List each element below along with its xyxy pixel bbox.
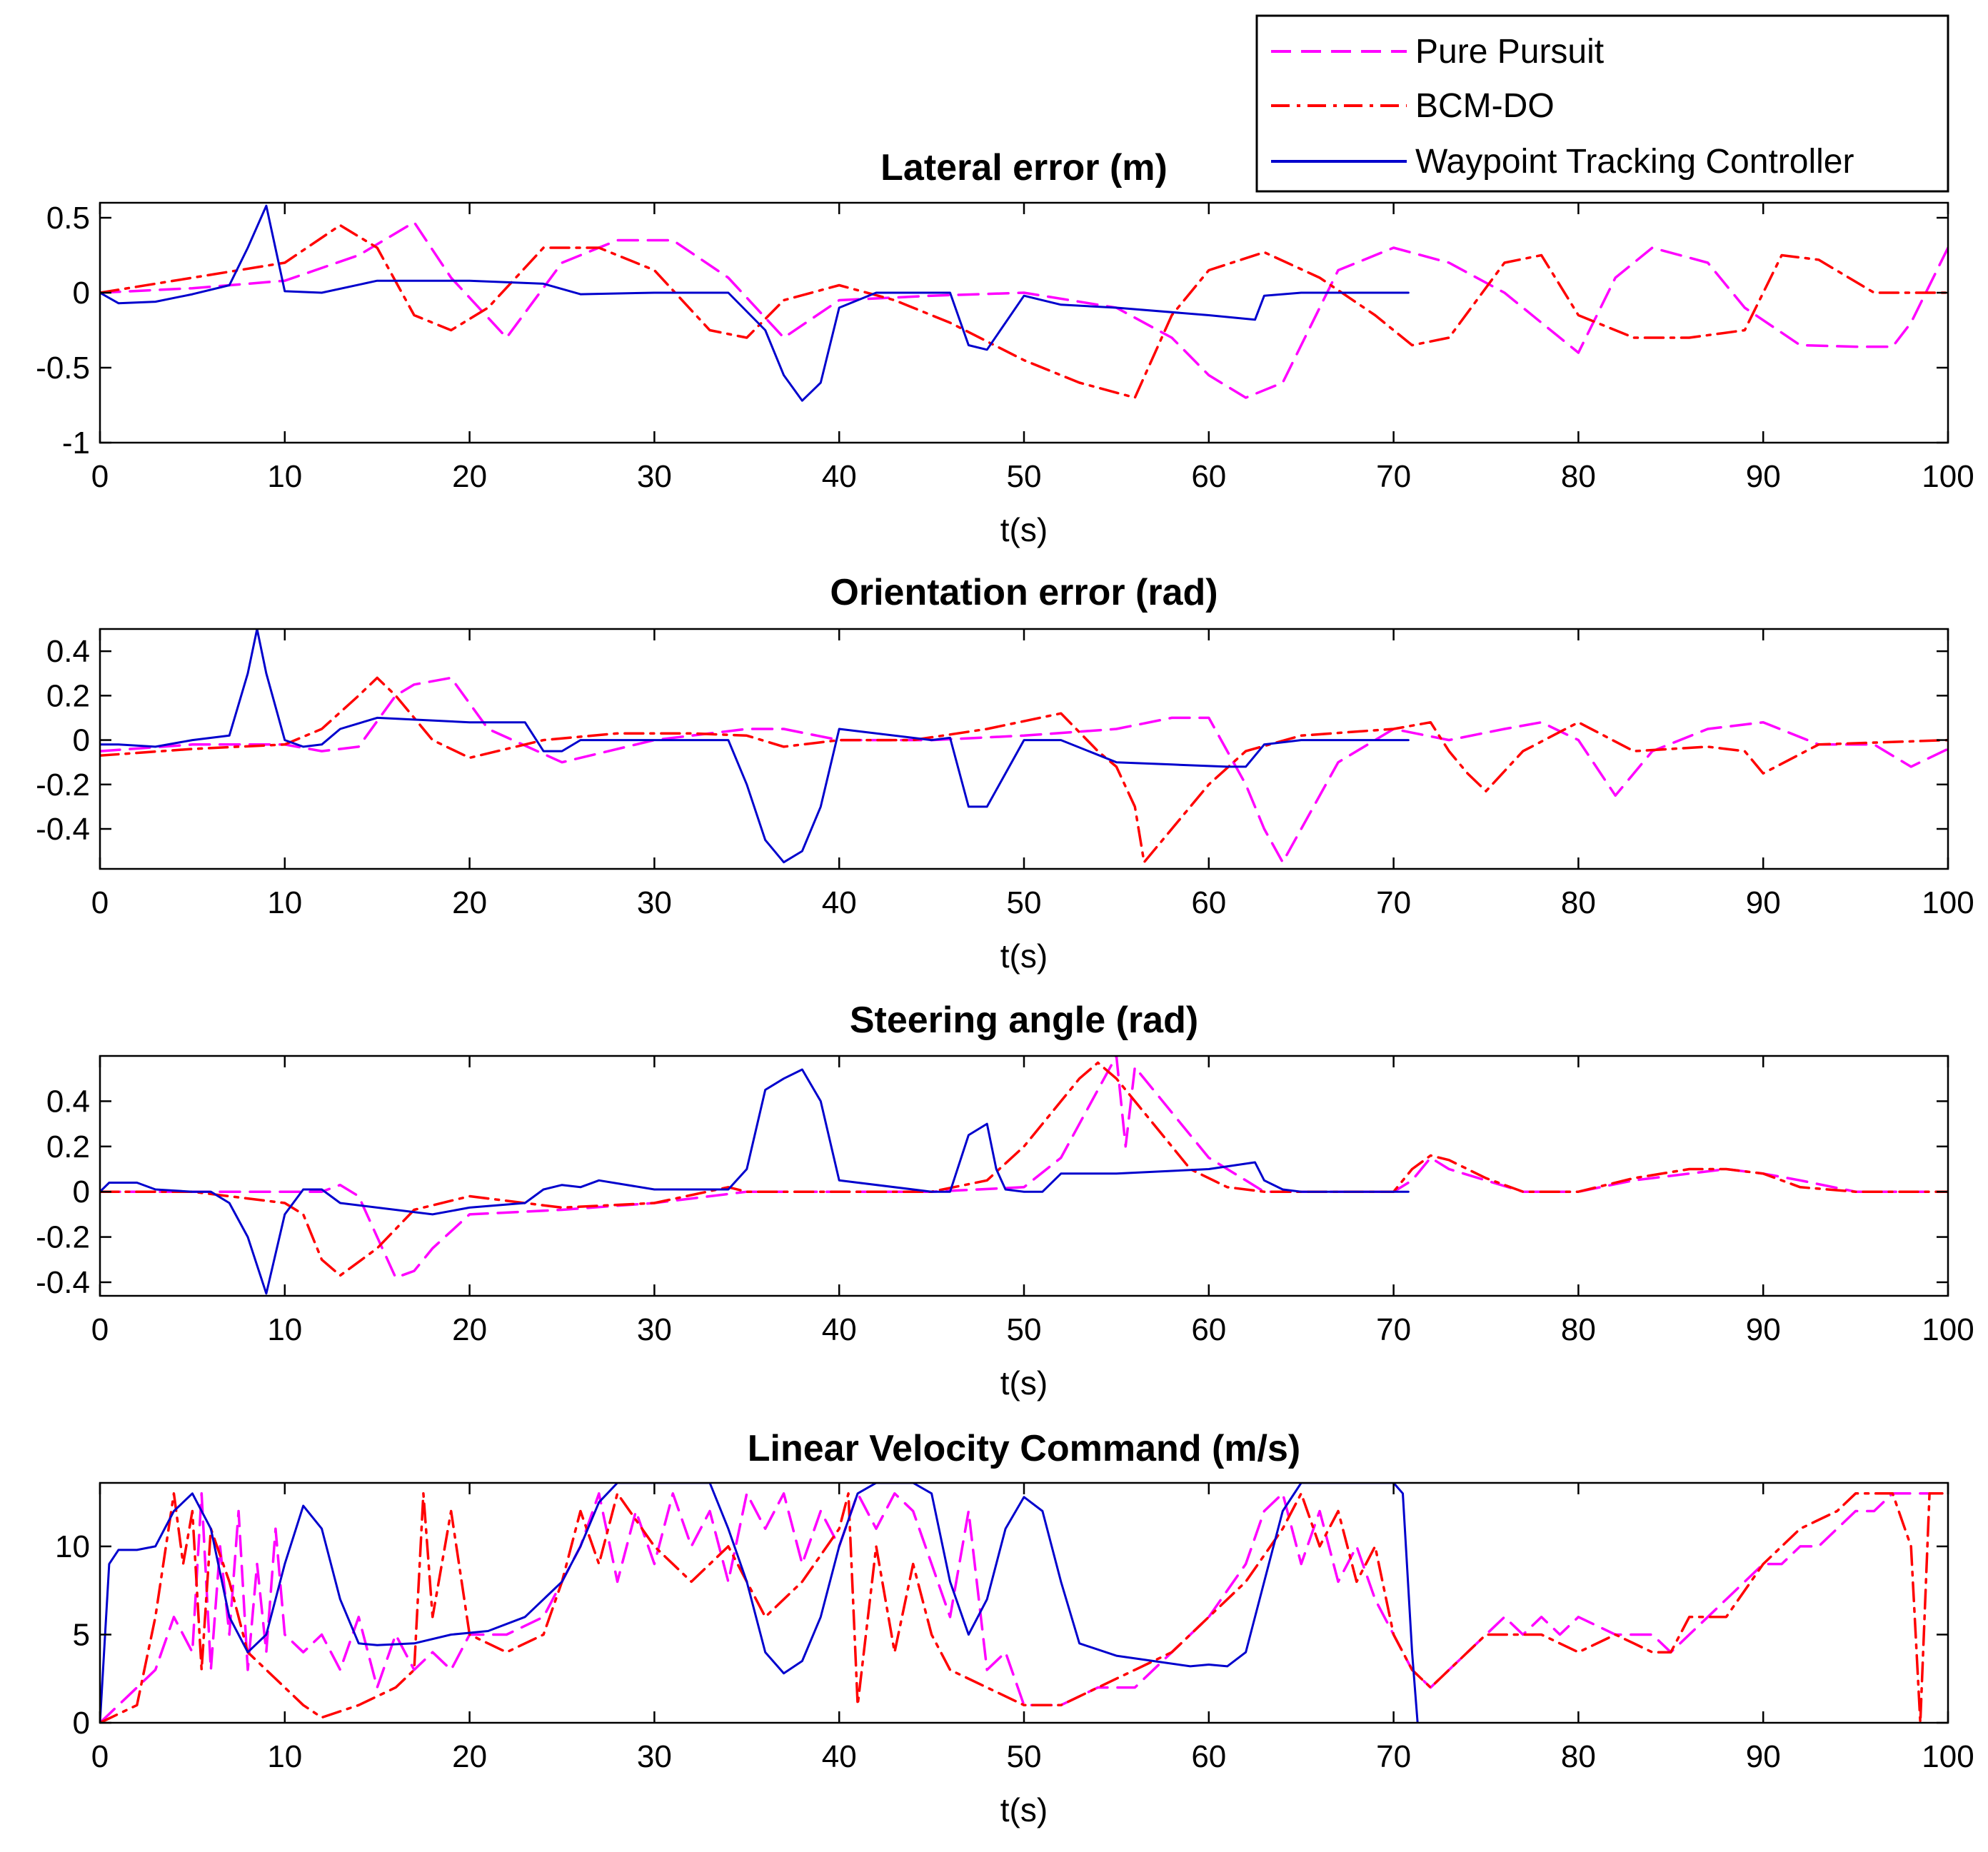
x-tick-label: 90: [1746, 459, 1781, 494]
x-tick-label: 70: [1376, 1739, 1411, 1774]
x-tick-label: 10: [267, 1312, 302, 1347]
y-tick-label: 0.4: [46, 634, 90, 669]
x-tick-label: 20: [452, 1312, 487, 1347]
x-tick-label: 70: [1376, 1312, 1411, 1347]
x-tick-label: 30: [637, 1739, 672, 1774]
x-tick-label: 50: [1007, 885, 1042, 920]
x-tick-label: 70: [1376, 885, 1411, 920]
series-group: [100, 629, 1948, 864]
x-tick-label: 60: [1191, 885, 1226, 920]
y-tick-label: 0: [73, 723, 90, 758]
series-line-bcm-do: [100, 676, 1948, 864]
x-tick-label: 0: [91, 1312, 109, 1347]
series-line-waypoint-tracking-controller: [100, 629, 1410, 864]
x-tick-label: 40: [822, 1739, 857, 1774]
series-line-waypoint-tracking-controller: [100, 1068, 1410, 1295]
x-tick-label: 90: [1746, 885, 1781, 920]
x-axis-label: t(s): [1000, 1791, 1048, 1828]
y-tick-label: 0.4: [46, 1084, 90, 1119]
x-tick-label: 80: [1561, 885, 1596, 920]
series-line-waypoint-tracking-controller: [100, 204, 1410, 402]
series-line-waypoint-tracking-controller: [100, 1483, 1419, 1723]
x-tick-label: 20: [452, 459, 487, 494]
x-tick-label: 100: [1922, 1739, 1974, 1774]
panel-title: Orientation error (rad): [830, 572, 1218, 613]
series-line-pure-pursuit: [100, 221, 1948, 399]
x-tick-label: 80: [1561, 1739, 1596, 1774]
series-line-bcm-do: [100, 1061, 1948, 1277]
x-tick-label: 0: [91, 1739, 109, 1774]
x-axis-label: t(s): [1000, 1364, 1048, 1401]
x-tick-label: 60: [1191, 1312, 1226, 1347]
x-tick-label: 10: [267, 459, 302, 494]
series-line-bcm-do: [100, 1492, 1948, 1723]
x-tick-label: 60: [1191, 1739, 1226, 1774]
x-tick-label: 30: [637, 1312, 672, 1347]
x-tick-label: 70: [1376, 459, 1411, 494]
legend: Pure Pursuit BCM-DO Waypoint Tracking Co…: [1255, 14, 1949, 193]
legend-label-bcm-do: BCM-DO: [1415, 87, 1555, 125]
y-tick-label: 5: [73, 1617, 90, 1652]
x-axis-label: t(s): [1000, 937, 1048, 975]
x-tick-label: 40: [822, 459, 857, 494]
panel-linear-velocity-command-m-s: 0 10 20 30 40 50 60 70 80 90 100 0 5 10 Linear Velocit…: [55, 1428, 1974, 1828]
x-axis-label: t(s): [1000, 511, 1048, 548]
y-tick-label: -1: [62, 426, 90, 461]
x-tick-label: 30: [637, 459, 672, 494]
series-group: [100, 204, 1948, 402]
x-tick-label: 60: [1191, 459, 1226, 494]
x-tick-label: 0: [91, 459, 109, 494]
x-tick-label: 50: [1007, 1739, 1042, 1774]
series-line-pure-pursuit: [100, 676, 1948, 864]
y-tick-label: 10: [55, 1529, 90, 1564]
x-tick-label: 40: [822, 885, 857, 920]
x-tick-label: 40: [822, 1312, 857, 1347]
x-tick-label: 30: [637, 885, 672, 920]
panel-title: Linear Velocity Command (m/s): [748, 1428, 1300, 1469]
x-tick-label: 90: [1746, 1739, 1781, 1774]
panel-steering-angle-rad: 0 10 20 30 40 50 60 70 80 90 100 -0.4 -0.2 0 0.2 0.4 Ste…: [36, 1000, 1974, 1401]
panels: 0 10 20 30 40 50 60 70 80 90 100-1-0.500.5Lateral …: [36, 147, 1974, 1828]
series-group: [100, 1056, 1948, 1295]
series-group: [100, 1483, 1948, 1723]
x-tick-label: 10: [267, 1739, 302, 1774]
x-tick-label: 80: [1561, 459, 1596, 494]
legend-label-pure-pursuit: Pure Pursuit: [1415, 33, 1604, 71]
x-tick-label: 100: [1922, 885, 1974, 920]
y-tick-label: -0.4: [36, 1265, 90, 1300]
y-tick-label: 0.2: [46, 1129, 90, 1164]
series-line-pure-pursuit: [100, 1492, 1948, 1723]
x-tick-label: 100: [1922, 1312, 1974, 1347]
panel-orientation-error-rad: 0 10 20 30 40 50 60 70 80 90 100 -0.4 -0.2 0 0.2 0.4 Ori…: [36, 572, 1974, 975]
y-tick-label: 0: [73, 1706, 90, 1741]
legend-label-waypoint-tracking: Waypoint Tracking Controller: [1415, 143, 1854, 181]
panel-title: Lateral error (m): [880, 147, 1168, 188]
y-tick-label: -0.2: [36, 1220, 90, 1255]
x-tick-label: 90: [1746, 1312, 1781, 1347]
x-tick-label: 20: [452, 885, 487, 920]
y-tick-label: -0.5: [36, 351, 90, 386]
series-line-bcm-do: [100, 223, 1948, 399]
y-tick-label: -0.4: [36, 812, 90, 847]
x-tick-label: 20: [452, 1739, 487, 1774]
x-tick-label: 50: [1007, 459, 1042, 494]
y-tick-label: 0: [73, 1174, 90, 1209]
x-tick-label: 80: [1561, 1312, 1596, 1347]
y-tick-label: 0.5: [46, 201, 90, 236]
y-tick-label: 0: [73, 276, 90, 311]
y-tick-label: 0.2: [46, 678, 90, 713]
x-tick-label: 10: [267, 885, 302, 920]
panel-lateral-error-m: 0 10 20 30 40 50 60 70 80 90 100 -1 -0.5 0 0.5 Lateral …: [36, 147, 1974, 548]
x-tick-label: 0: [91, 885, 109, 920]
y-tick-label: -0.2: [36, 768, 90, 802]
panel-title: Steering angle (rad): [850, 1000, 1198, 1041]
x-tick-label: 100: [1922, 459, 1974, 494]
x-tick-label: 50: [1007, 1312, 1042, 1347]
